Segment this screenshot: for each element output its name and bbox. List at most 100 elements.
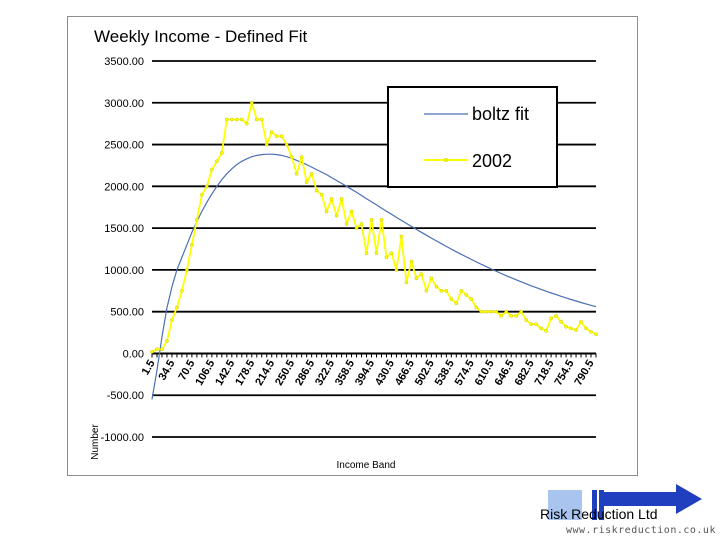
data-point xyxy=(519,309,523,314)
legend-marker-2002 xyxy=(443,157,449,163)
series-line xyxy=(151,153,597,400)
y-tick-label: -1000.00 xyxy=(101,432,144,444)
x-tick-label: 1.5 xyxy=(140,358,158,377)
x-tick-label: 322.5 xyxy=(313,358,337,388)
data-point xyxy=(364,251,369,255)
x-tick-label: 106.5 xyxy=(193,358,217,388)
data-point xyxy=(289,155,294,159)
data-point xyxy=(354,226,359,230)
x-tick-label: 682.5 xyxy=(513,358,537,388)
data-point xyxy=(574,328,578,332)
legend: boltz fit 2002 xyxy=(387,86,558,188)
data-point xyxy=(254,117,259,122)
series-2002 xyxy=(150,100,598,354)
x-tick-label: 718.5 xyxy=(533,358,557,388)
x-tick-label: 358.5 xyxy=(333,358,357,388)
data-point xyxy=(155,347,159,352)
x-tick-label: 754.5 xyxy=(552,358,576,388)
legend-box xyxy=(387,86,558,188)
series-layer xyxy=(150,100,598,400)
chart-svg: 3500.00 3000.00 2500.00 2000.00 1500.00 1000.… xyxy=(90,27,598,471)
data-point xyxy=(190,243,194,247)
y-tick-label: 500.00 xyxy=(110,307,144,319)
data-point xyxy=(324,209,329,214)
data-point xyxy=(230,117,234,122)
data-point xyxy=(539,326,543,331)
data-point xyxy=(349,209,354,214)
x-tick-label: 502.5 xyxy=(413,358,437,388)
y-tick-label: 2500.00 xyxy=(104,140,144,152)
data-point xyxy=(489,309,494,314)
data-point xyxy=(269,130,274,134)
data-point xyxy=(504,309,509,314)
data-point xyxy=(559,319,563,324)
data-point xyxy=(449,297,454,301)
data-point xyxy=(594,332,598,337)
footer-logo[interactable]: Risk Reduction Ltd www.riskreduction.co.… xyxy=(540,484,720,540)
x-tick-label: 394.5 xyxy=(353,358,377,388)
x-tick-label: 538.5 xyxy=(433,358,457,388)
data-point xyxy=(309,171,314,176)
data-point xyxy=(185,268,189,272)
data-point xyxy=(454,301,459,306)
data-point xyxy=(469,297,474,301)
data-point xyxy=(304,180,309,184)
data-point xyxy=(399,234,404,239)
data-point xyxy=(419,272,424,276)
data-point xyxy=(220,151,224,155)
data-point xyxy=(474,305,479,310)
x-tick-label: 142.5 xyxy=(213,358,237,388)
data-point xyxy=(244,121,249,126)
data-point xyxy=(479,309,484,314)
company-url[interactable]: www.riskreduction.co.uk xyxy=(566,525,716,536)
data-point xyxy=(294,171,299,176)
data-point xyxy=(329,197,334,201)
data-point xyxy=(484,309,489,314)
data-point xyxy=(439,288,444,293)
grid-layer xyxy=(152,60,596,438)
data-point xyxy=(434,284,439,289)
data-point xyxy=(225,117,229,122)
data-point xyxy=(389,251,394,255)
data-point xyxy=(279,134,284,138)
series-boltz-fit xyxy=(151,153,597,400)
data-point xyxy=(319,192,324,197)
data-point xyxy=(160,347,164,352)
x-tick-label: 790.5 xyxy=(572,358,596,388)
x-tick-label: 178.5 xyxy=(233,358,257,388)
data-point xyxy=(524,318,528,322)
y-axis-label: Number xyxy=(90,424,101,460)
logo-bar xyxy=(592,490,597,520)
data-point xyxy=(529,322,533,327)
data-point xyxy=(384,255,389,260)
data-point xyxy=(414,276,419,281)
data-point xyxy=(509,314,513,318)
legend-label-boltz-fit: boltz fit xyxy=(472,104,529,124)
data-point xyxy=(394,268,399,272)
x-tick-label: 430.5 xyxy=(373,358,397,388)
y-tick-label: 3000.00 xyxy=(104,98,144,110)
data-point xyxy=(359,222,364,226)
data-point xyxy=(444,288,449,293)
data-point xyxy=(499,314,504,318)
data-point xyxy=(165,339,169,343)
arrow-right-icon xyxy=(604,484,702,514)
data-point xyxy=(534,322,538,327)
data-point xyxy=(180,288,184,293)
data-point xyxy=(344,222,349,226)
data-point xyxy=(554,314,558,318)
data-point xyxy=(409,259,414,264)
data-point xyxy=(589,329,593,334)
data-point xyxy=(424,288,429,293)
chart-title: Weekly Income - Defined Fit xyxy=(94,27,307,46)
x-tick-label: 646.5 xyxy=(493,358,517,388)
x-tick-label: 466.5 xyxy=(393,358,417,388)
data-point xyxy=(564,324,568,329)
data-point xyxy=(150,349,154,354)
data-point xyxy=(579,319,583,324)
x-axis: 1.534.570.5106.5142.5178.5214.5250.5286.… xyxy=(140,352,597,388)
y-tick-label: 1000.00 xyxy=(104,265,144,277)
data-point xyxy=(205,184,209,189)
logo-square xyxy=(548,490,582,520)
x-tick-label: 286.5 xyxy=(293,358,317,388)
